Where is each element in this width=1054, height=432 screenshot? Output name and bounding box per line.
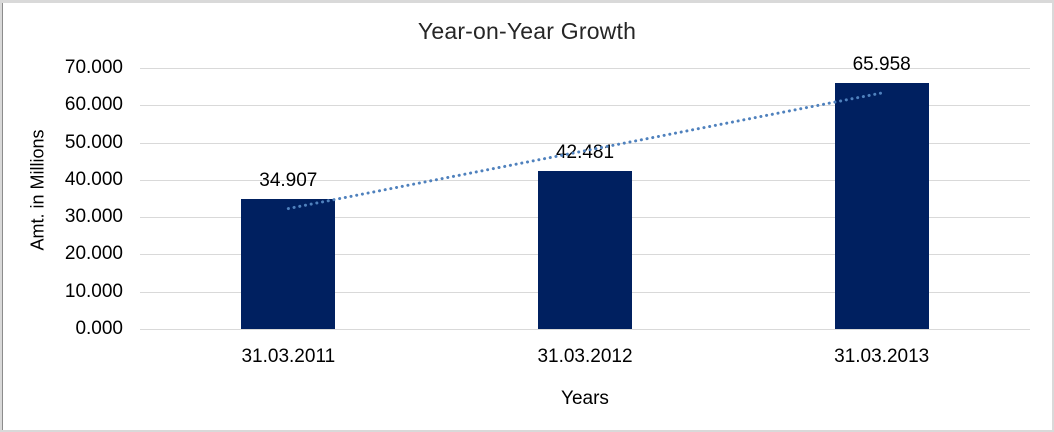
chart-title: Year-on-Year Growth — [417, 18, 637, 44]
x-tick-label: 31.03.2013 — [834, 346, 930, 367]
x-axis-line — [140, 329, 1030, 330]
y-tick-label: 50.000 — [64, 131, 123, 153]
bar-31.03.2012[interactable] — [538, 170, 632, 329]
gridline — [140, 105, 1030, 107]
bar-value-label: 34.907 — [259, 169, 318, 191]
x-tick-label: 31.03.2012 — [537, 346, 633, 367]
y-tick-label: 20.000 — [64, 243, 123, 265]
y-tick-label: 10.000 — [64, 280, 123, 302]
y-tick-label: 30.000 — [64, 206, 123, 228]
x-axis-tick-labels: 31.03.2011 31.03.2012 31.03.2013 — [140, 346, 1030, 368]
y-tick-label: 0.000 — [75, 318, 123, 339]
x-tick-label: 31.03.2011 — [241, 346, 336, 367]
y-tick-label: 40.000 — [64, 168, 123, 190]
trendline[interactable] — [140, 68, 1030, 329]
y-tick-label: 70.000 — [64, 57, 123, 78]
bar-value-label: 65.958 — [852, 54, 911, 76]
gridline — [140, 68, 1030, 69]
y-tick-label: 60.000 — [64, 94, 123, 116]
plot-area: 34.90742.48165.958 — [140, 54, 1030, 330]
bar-31.03.2013[interactable] — [834, 83, 929, 329]
gridline — [140, 142, 1030, 144]
bar-31.03.2011[interactable] — [241, 198, 336, 329]
x-axis-title: Years — [561, 388, 609, 409]
frame-left-line — [2, 3, 3, 430]
